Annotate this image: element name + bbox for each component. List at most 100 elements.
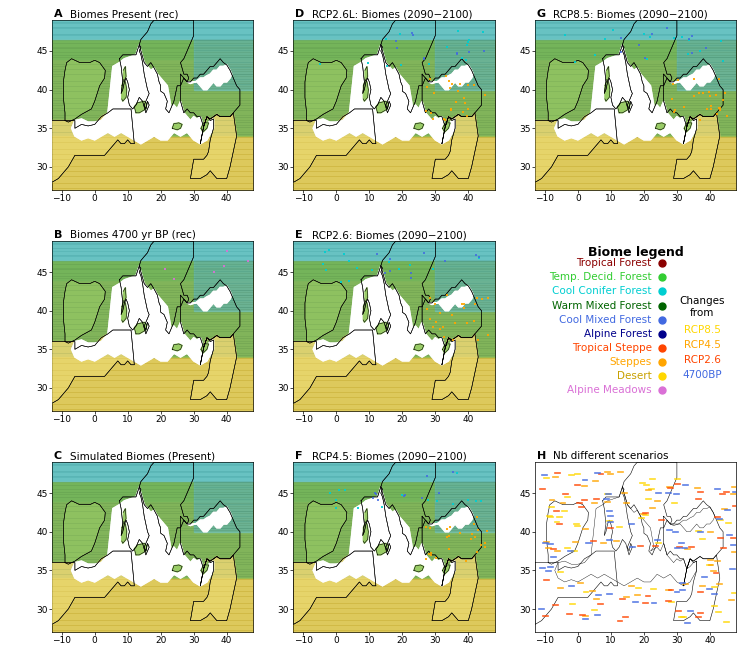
Polygon shape [305, 501, 347, 564]
Point [717, 56, 729, 66]
Polygon shape [670, 65, 715, 90]
Text: E: E [295, 230, 303, 240]
Polygon shape [72, 266, 214, 365]
Point [704, 91, 716, 102]
Point [371, 248, 383, 259]
Polygon shape [72, 266, 214, 365]
Polygon shape [443, 344, 450, 353]
Point [474, 252, 485, 263]
Point [209, 267, 221, 278]
Polygon shape [673, 113, 720, 179]
Polygon shape [187, 286, 232, 310]
Point [391, 43, 403, 54]
Point [452, 26, 464, 37]
Point [669, 105, 681, 116]
Text: Temp. Decid. Forest: Temp. Decid. Forest [549, 272, 652, 282]
Polygon shape [134, 543, 147, 555]
Point [425, 107, 437, 118]
Text: 4700BP: 4700BP [682, 371, 722, 381]
Polygon shape [313, 266, 455, 365]
Point [434, 488, 445, 498]
Point [478, 45, 490, 56]
Polygon shape [435, 462, 495, 532]
Point [437, 113, 449, 124]
Polygon shape [124, 508, 126, 522]
Text: RCP8.5: RCP8.5 [684, 324, 721, 334]
Point [559, 29, 571, 40]
Polygon shape [414, 565, 424, 572]
Text: Simulated Biomes (Present): Simulated Biomes (Present) [70, 452, 215, 462]
Polygon shape [365, 508, 368, 522]
Point [462, 46, 474, 57]
Point [343, 256, 355, 266]
Polygon shape [52, 109, 134, 183]
Polygon shape [313, 487, 455, 586]
Text: Tropical Forest: Tropical Forest [576, 258, 652, 268]
Point [333, 484, 345, 495]
Polygon shape [376, 543, 388, 555]
Point [168, 274, 180, 284]
Text: RCP2.6: RCP2.6 [684, 355, 721, 365]
Point [451, 49, 463, 60]
Point [418, 53, 430, 64]
Text: from: from [690, 308, 714, 318]
Polygon shape [535, 109, 617, 183]
Point [642, 54, 653, 65]
Point [384, 254, 396, 264]
Point [460, 555, 471, 566]
Polygon shape [64, 59, 105, 122]
Point [362, 58, 374, 69]
Text: RCP4.5: Biomes (2090−2100): RCP4.5: Biomes (2090−2100) [312, 452, 466, 462]
Point [676, 31, 687, 42]
Text: Nb different scenarios: Nb different scenarios [553, 452, 669, 462]
Point [443, 76, 455, 86]
Point [472, 334, 484, 345]
Point [460, 55, 472, 66]
Point [463, 34, 475, 45]
Polygon shape [187, 507, 232, 532]
Point [405, 268, 417, 279]
Point [421, 470, 433, 481]
Point [462, 80, 474, 90]
Point [461, 39, 473, 50]
Polygon shape [172, 123, 182, 130]
Text: Changes: Changes [679, 296, 724, 306]
Text: Desert: Desert [617, 371, 652, 381]
Point [599, 34, 611, 45]
Point [221, 245, 233, 256]
Point [693, 45, 705, 56]
Polygon shape [363, 80, 369, 101]
Point [418, 248, 430, 258]
Point [716, 35, 727, 46]
Point [406, 28, 417, 39]
Polygon shape [124, 66, 126, 80]
Polygon shape [684, 123, 692, 132]
Point [428, 88, 440, 98]
Polygon shape [313, 45, 455, 144]
Point [668, 33, 680, 43]
Polygon shape [656, 123, 665, 130]
Point [396, 489, 408, 500]
Polygon shape [134, 322, 147, 334]
Point [647, 29, 659, 39]
Polygon shape [428, 507, 474, 532]
Point [352, 502, 364, 513]
Text: H: H [537, 452, 546, 462]
Point [430, 316, 442, 327]
Polygon shape [293, 551, 376, 624]
Point [473, 252, 485, 262]
Point [694, 115, 706, 126]
Point [242, 256, 254, 266]
Polygon shape [547, 59, 588, 122]
Point [438, 331, 450, 342]
Point [430, 552, 442, 563]
Point [471, 524, 483, 535]
Point [371, 489, 383, 500]
Point [456, 52, 468, 63]
Point [394, 28, 406, 39]
Point [462, 318, 474, 328]
Point [423, 59, 435, 70]
Point [468, 518, 480, 529]
Point [443, 544, 455, 555]
Polygon shape [172, 565, 182, 572]
